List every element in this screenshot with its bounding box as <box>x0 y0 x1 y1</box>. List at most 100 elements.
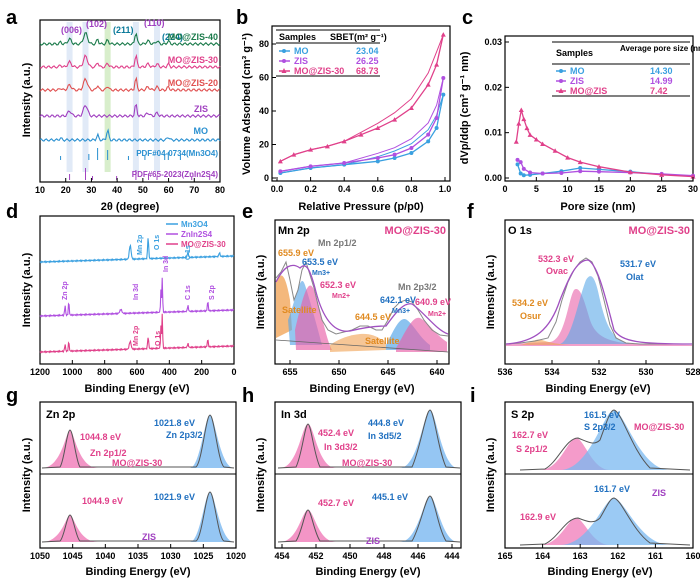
row-mo-value: 14.30 <box>650 66 673 76</box>
x-tick-label: 645 <box>380 367 395 377</box>
x-tick-label: 10 <box>563 184 573 194</box>
spectrum-title: Mn 2p <box>278 225 310 237</box>
top-sample-name: MO@ZIS-30 <box>112 458 162 468</box>
label-161-5: 161.5 eV <box>584 410 620 420</box>
adsorption-line <box>280 77 444 172</box>
table-head-samples: Samples <box>279 32 316 42</box>
peak-in3d-zis: In 3d <box>133 284 140 300</box>
x-axis-label: Binding Energy (eV) <box>309 383 414 395</box>
label-452-7: 452.7 eV <box>318 498 354 508</box>
x-tick-label: 600 <box>129 367 144 377</box>
label-s2p32: S 2p3/2 <box>584 422 616 432</box>
x-tick-label: 20 <box>61 185 71 195</box>
panel-e: e 655 650 645 640 Binding Energy (eV) Inten… <box>242 201 451 395</box>
data-point <box>516 121 522 126</box>
x-tick-label: 30 <box>688 184 698 194</box>
y-tick-label: 0.00 <box>484 173 502 183</box>
data-point <box>426 139 431 144</box>
spectrum-title: S 2p <box>511 409 535 421</box>
label-444-8: 444.8 eV <box>368 418 404 428</box>
data-point <box>552 148 558 153</box>
x-tick-label: 0.6 <box>372 184 385 194</box>
x-tick-label: 40 <box>112 185 122 195</box>
data-point <box>291 152 297 157</box>
data-point <box>578 166 583 171</box>
spectrum-title: O 1s <box>508 225 532 237</box>
panel-letter-i: i <box>470 385 476 407</box>
data-point <box>426 132 431 137</box>
label-452-4: 452.4 eV <box>318 428 354 438</box>
data-point <box>578 169 583 174</box>
xrd-line <box>39 76 221 93</box>
x-tick-label: 528 <box>685 367 700 377</box>
label-644-5: 644.5 eV <box>355 312 391 322</box>
s2p-spectra <box>519 409 691 546</box>
x-ticks: 454 452 450 448 446 444 <box>274 544 460 561</box>
desorption-line <box>280 77 444 172</box>
data-point <box>341 138 347 144</box>
x-axis-label: Binding Energy (eV) <box>315 566 420 578</box>
x-tick-label: 446 <box>410 551 425 561</box>
panel-letter-g: g <box>6 385 18 407</box>
peak-o1s-mn3o4: O 1s <box>154 235 161 250</box>
zn2p-spectra <box>41 414 235 543</box>
in3d-spectra <box>277 409 461 543</box>
y-tick-label: 60 <box>259 73 269 83</box>
table-head-sbet: SBET(m² g⁻¹) <box>330 32 387 42</box>
data-point <box>375 159 380 164</box>
x-tick-label: 160 <box>685 551 700 561</box>
x-tick-label: 1030 <box>161 551 181 561</box>
row-mozis-name: MO@ZIS-30 <box>294 66 344 76</box>
label-in3d32: In 3d3/2 <box>324 442 358 452</box>
x-tick-label: 534 <box>544 367 559 377</box>
legend-mozis: MO@ZIS-30 <box>181 240 226 249</box>
label-534-2: 534.2 eV <box>512 298 548 308</box>
data-point <box>528 170 533 175</box>
x-axis-label: Binding Energy (eV) <box>84 383 189 395</box>
y-axis-label: Intensity (a.u.) <box>255 254 267 329</box>
legend-mn3o4: Mn3O4 <box>181 220 208 229</box>
x-tick-label: 1000 <box>62 367 82 377</box>
x-tick-label: 444 <box>444 551 459 561</box>
xrd-line <box>39 32 221 46</box>
xrd-line <box>39 53 221 69</box>
peak-bands <box>66 22 160 172</box>
label-532-3: 532.3 eV <box>538 254 574 264</box>
row-mo-name: MO <box>570 66 585 76</box>
legend-znin2s4: ZnIn2S4 <box>181 230 213 239</box>
y-tick-label: 0.01 <box>484 128 502 138</box>
peak-mn2p-mozis: Mn 2p <box>133 326 140 346</box>
label-655-9: 655.9 eV <box>278 248 314 258</box>
sample-name: MO@ZIS-30 <box>629 225 690 237</box>
top-sample-name: MO@ZIS-30 <box>634 422 684 432</box>
xrd-line <box>39 103 221 118</box>
pdf-znin2s4: PDF#65-2023(ZnIn2S4) <box>132 170 219 179</box>
desorption-line <box>280 94 444 174</box>
bottom-sample-name: ZIS <box>366 536 380 546</box>
data-point <box>342 161 347 165</box>
x-tick-label: 1045 <box>63 551 83 561</box>
y-ticks: 0.00 0.01 0.02 0.03 <box>484 37 509 183</box>
pore-table: Samples Average pore size (nm) MO 14.30 … <box>552 41 700 97</box>
row-mozis-value: 7.42 <box>650 86 668 96</box>
xrd-line <box>39 128 221 142</box>
isotherm-curves <box>277 32 446 175</box>
panel-letter-d: d <box>6 201 18 223</box>
data-point <box>409 151 414 155</box>
x-tick-label: 1025 <box>193 551 213 561</box>
sample-name: MO@ZIS-30 <box>385 225 446 237</box>
data-point <box>518 171 523 176</box>
peak-label-102: (102) <box>86 19 107 29</box>
peak-band <box>66 22 73 172</box>
x-tick-label: 1020 <box>226 551 246 561</box>
plot-frame <box>39 19 221 183</box>
data-point <box>375 125 381 130</box>
x-tick-label: 655 <box>282 367 297 377</box>
x-ticks: 536 534 532 530 528 <box>497 360 700 377</box>
x-axis-label: Binding Energy (eV) <box>85 566 190 578</box>
bottom-sample-name: ZIS <box>652 488 666 498</box>
peak-band <box>104 22 111 172</box>
data-point <box>659 172 665 177</box>
data-point <box>278 169 283 174</box>
